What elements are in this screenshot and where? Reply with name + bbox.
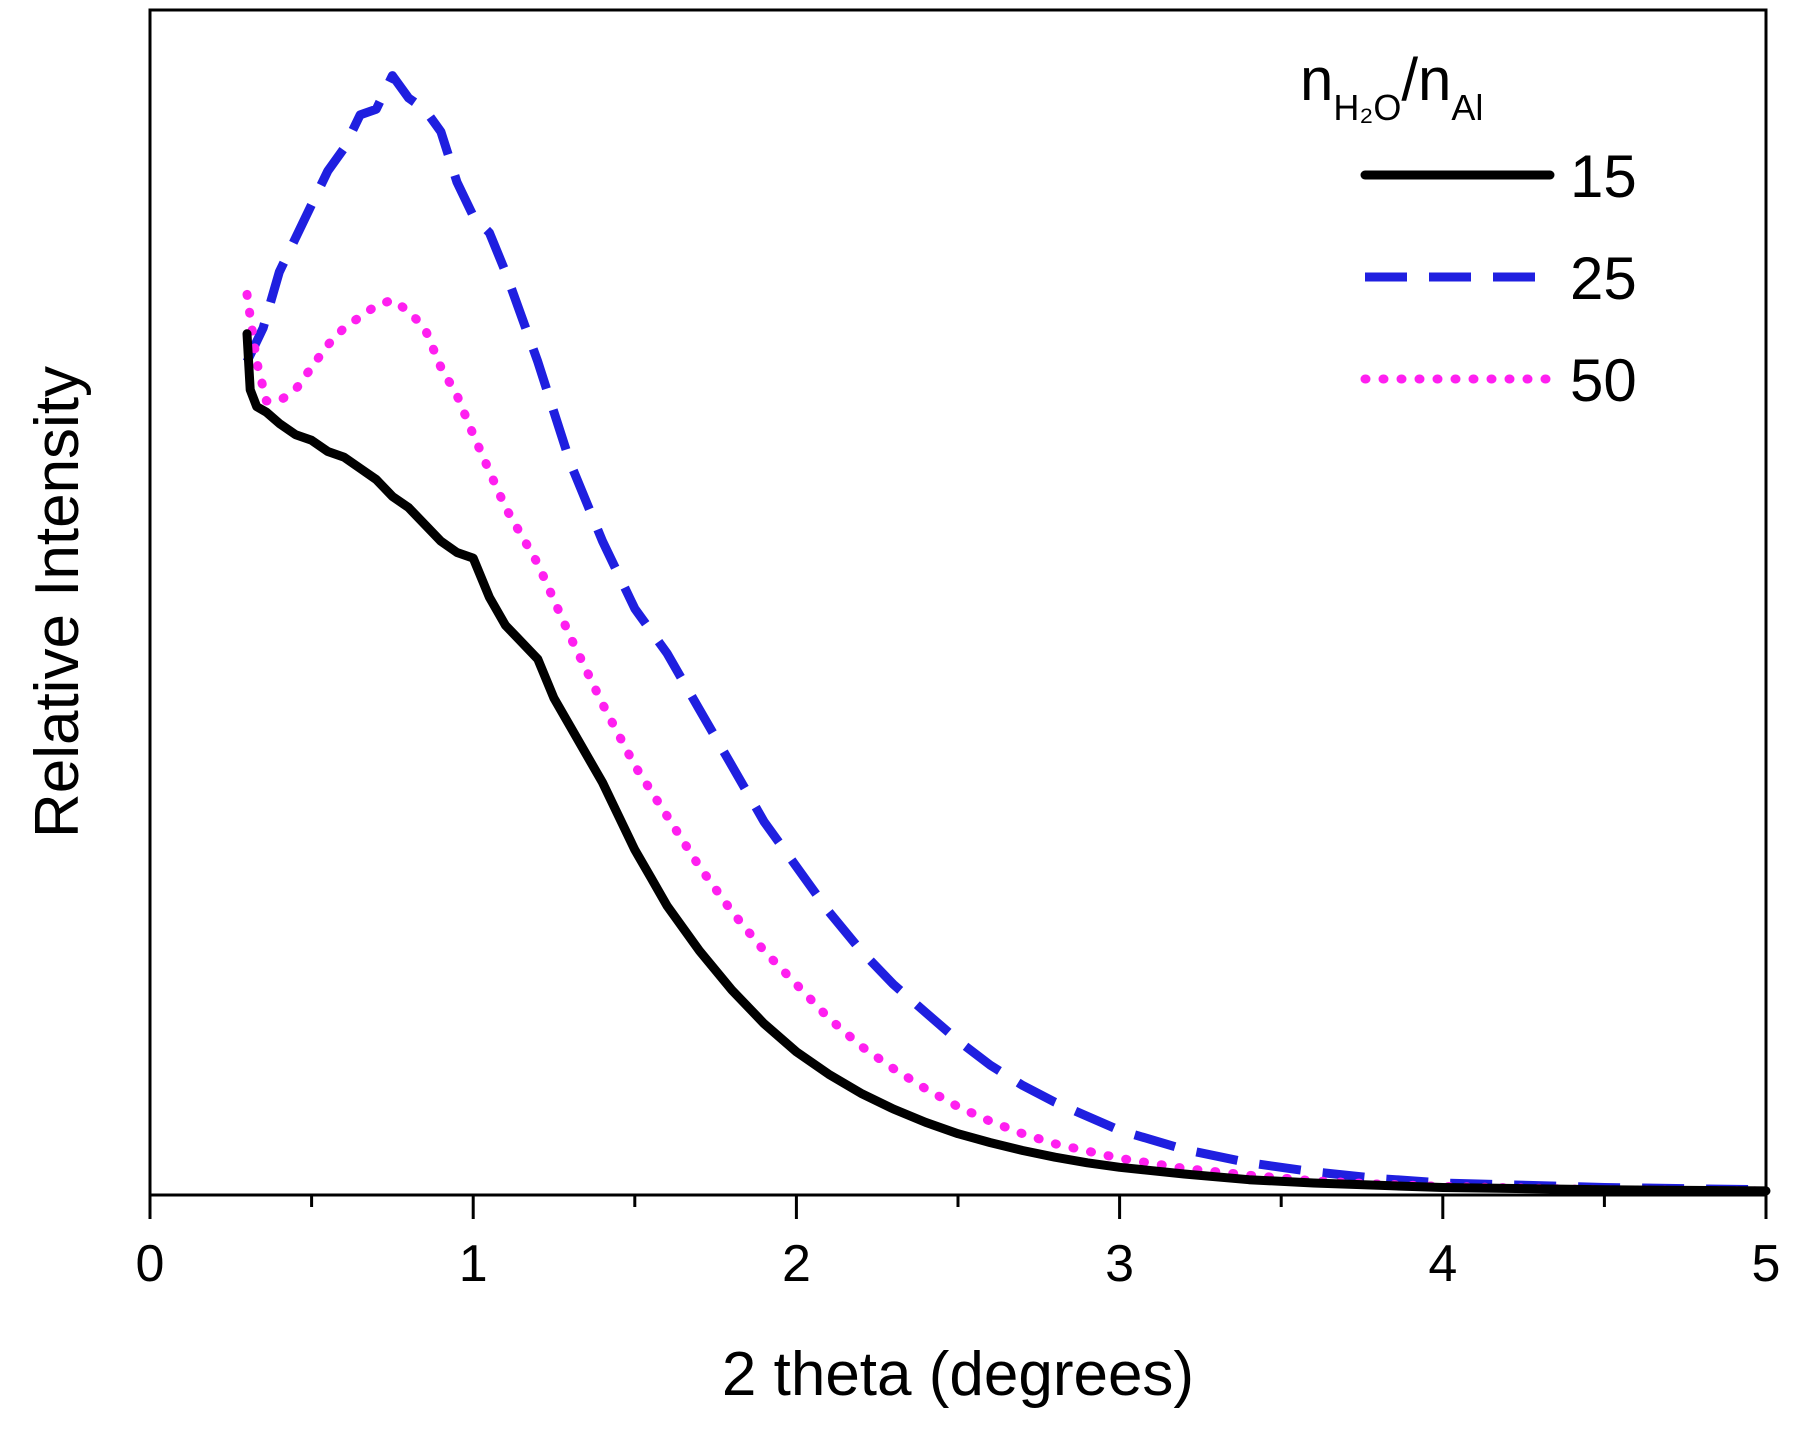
series-line-25 (242, 71, 1767, 1195)
legend-title-n1: n (1300, 46, 1333, 113)
legend-entries: 15 25 50 (1360, 143, 1637, 414)
ticks-layer: 0 1 2 3 4 5 (136, 1195, 1781, 1293)
legend-title: nH₂O/nAl (1300, 46, 1483, 128)
series-line-15 (242, 329, 1771, 1196)
legend-title-n2: n (1418, 46, 1451, 113)
x-tick-label: 3 (1105, 1235, 1134, 1293)
x-axis-title: 2 theta (degrees) (722, 1340, 1194, 1409)
legend-title-sub2: Al (1451, 87, 1483, 128)
legend-title-slash: / (1401, 46, 1418, 113)
series-line-50 (242, 289, 1771, 1196)
x-tick-label: 0 (136, 1235, 165, 1293)
x-tick-label: 5 (1752, 1235, 1781, 1293)
legend-title-sub1: H₂O (1333, 87, 1401, 128)
x-tick-label: 4 (1428, 1235, 1457, 1293)
y-axis-title: Relative Intensity (23, 366, 92, 838)
plot-frame (148, 8, 1768, 1197)
series-layer (242, 71, 1771, 1196)
legend-label-25: 25 (1570, 245, 1637, 312)
x-tick-label: 1 (459, 1235, 488, 1293)
legend-label-15: 15 (1570, 143, 1637, 210)
x-tick-label: 2 (782, 1235, 811, 1293)
legend-label-50: 50 (1570, 347, 1637, 414)
